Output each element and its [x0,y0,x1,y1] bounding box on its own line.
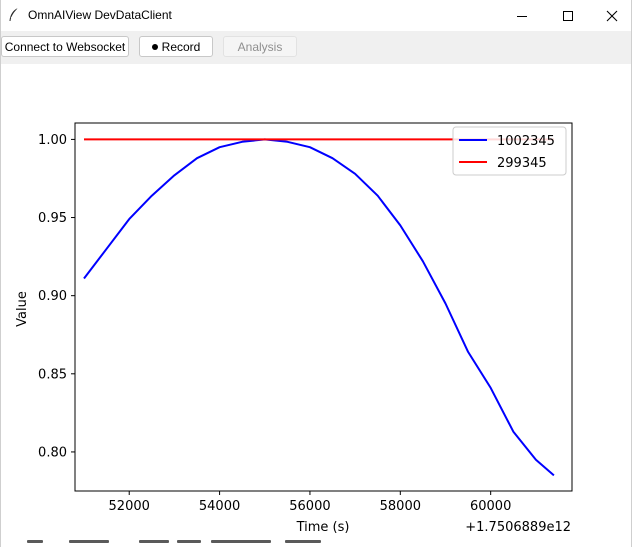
y-tick-label: 0.85 [38,367,67,382]
analysis-label: Analysis [237,39,283,54]
x-tick-label: 58000 [380,499,421,514]
toolbar: Connect to Websocket Record Analysis [1,31,631,64]
close-icon [606,10,618,21]
close-button[interactable] [589,0,631,31]
x-tick-label: 52000 [109,499,150,514]
x-tick-label: 56000 [289,499,330,514]
legend-label: 299345 [497,156,547,171]
minimize-icon [517,15,527,17]
record-label: Record [161,39,201,54]
bottom-clipped-text [1,540,631,547]
line-chart[interactable]: 52000 54000 56000 58000 60000 0.80 0.85 0.90 0.9… [1,64,632,547]
chart-area: 52000 54000 56000 58000 60000 0.80 0.85 0.90 0.9… [1,64,632,547]
series-line-1002345 [83,138,555,477]
y-tick-label: 0.80 [38,445,67,460]
window-title: OmnAIView DevDataClient [28,8,172,22]
connect-websocket-button[interactable]: Connect to Websocket [1,36,129,57]
record-dot-icon [151,43,158,50]
y-tick-label: 1.00 [38,133,67,148]
maximize-button[interactable] [545,0,591,31]
feather-app-icon [9,7,19,21]
connect-websocket-label: Connect to Websocket [4,39,126,54]
minimize-button[interactable] [499,0,545,31]
analysis-button[interactable]: Analysis [223,36,297,57]
y-tick-label: 0.95 [38,211,67,226]
legend-label: 1002345 [497,134,555,149]
title-bar[interactable]: OmnAIView DevDataClient [1,0,631,31]
record-button[interactable]: Record [139,36,213,57]
y-tick-label: 0.90 [38,289,67,304]
x-axis-label: Time (s) [296,520,350,535]
x-tick-label: 60000 [470,499,511,514]
plot-frame [74,122,573,492]
y-axis-label: Value [15,291,30,327]
maximize-icon [563,10,573,21]
x-tick-label: 54000 [199,499,240,514]
x-axis-offset-label: +1.7506889e12 [465,520,571,535]
